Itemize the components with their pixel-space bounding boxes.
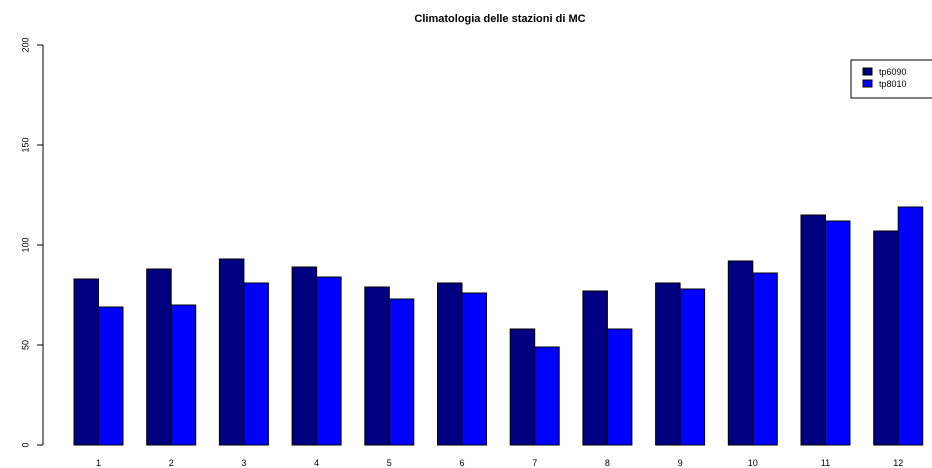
x-tick-label: 9 xyxy=(678,458,683,468)
bar-tp6090-6 xyxy=(437,282,463,446)
legend-label-tp8010: tp8010 xyxy=(879,79,907,89)
bar-tp8010-6 xyxy=(461,292,487,446)
x-tick-label: 1 xyxy=(96,458,101,468)
bar-tp6090-8 xyxy=(582,290,608,446)
x-tick-label: 6 xyxy=(459,458,464,468)
bar-tp6090-10 xyxy=(727,260,754,446)
bar-tp8010-11 xyxy=(825,220,851,446)
y-tick-label: 100 xyxy=(20,237,30,252)
x-tick-label: 8 xyxy=(605,458,610,468)
bar-tp6090-5 xyxy=(364,286,390,446)
y-tick-label: 50 xyxy=(20,340,30,350)
x-tick-label: 10 xyxy=(748,458,758,468)
x-tick-labels: 1 2 3 4 5 6 7 8 9 10 11 12 xyxy=(96,458,903,468)
bar-tp8010-5 xyxy=(388,298,415,446)
bar-tp6090-11 xyxy=(800,214,826,446)
legend-swatch-tp6090 xyxy=(862,67,873,76)
chart-title: Climatologia delle stazioni di MC xyxy=(414,13,585,25)
bar-tp8010-7 xyxy=(534,346,560,446)
bars xyxy=(73,206,924,446)
legend-box xyxy=(850,59,932,99)
x-tick-label: 5 xyxy=(387,458,392,468)
bar-tp6090-4 xyxy=(291,266,318,446)
bar-tp8010-1 xyxy=(98,306,124,446)
bar-tp8010-9 xyxy=(679,288,706,446)
y-tick-label: 200 xyxy=(20,37,30,52)
legend-swatch-tp8010 xyxy=(862,79,873,88)
bar-tp8010-10 xyxy=(752,272,778,446)
legend: tp6090 tp8010 xyxy=(850,59,932,99)
bar-tp6090-7 xyxy=(509,328,536,446)
bar-tp6090-2 xyxy=(146,268,172,446)
bar-tp6090-3 xyxy=(218,258,245,446)
legend-label-tp6090: tp6090 xyxy=(879,67,907,77)
x-tick-label: 4 xyxy=(314,458,319,468)
y-tick-label: 0 xyxy=(20,442,30,447)
y-axis: 0 50 100 150 200 xyxy=(20,37,44,448)
x-tick-label: 3 xyxy=(241,458,246,468)
bar-tp8010-2 xyxy=(170,304,197,446)
bar-tp6090-1 xyxy=(73,278,99,446)
x-tick-label: 7 xyxy=(532,458,537,468)
bar-tp8010-4 xyxy=(316,276,342,446)
bar-tp8010-8 xyxy=(606,328,633,446)
x-tick-label: 12 xyxy=(893,458,903,468)
bar-tp6090-9 xyxy=(655,282,681,446)
bar-tp6090-12 xyxy=(873,230,899,446)
bar-tp8010-12 xyxy=(897,206,924,446)
bar-tp8010-3 xyxy=(243,282,269,446)
x-tick-label: 2 xyxy=(169,458,174,468)
x-tick-label: 11 xyxy=(821,458,830,468)
y-tick-label: 150 xyxy=(20,137,30,152)
